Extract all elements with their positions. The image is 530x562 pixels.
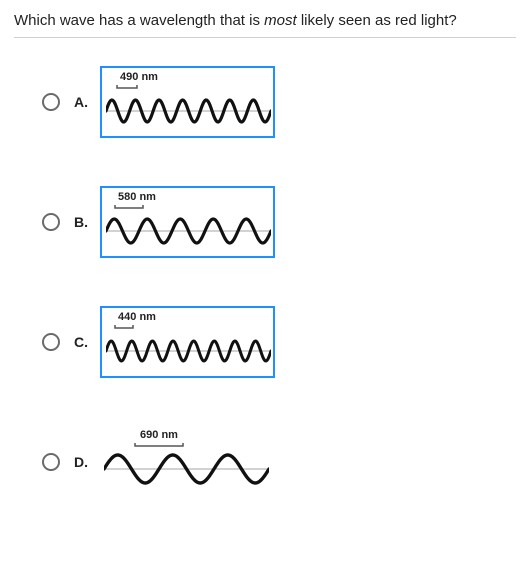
option-radio-c[interactable] [42, 333, 60, 351]
option-letter: C. [74, 334, 100, 350]
wavelength-label: 490 nm [116, 72, 162, 83]
wave-diagram [104, 451, 269, 487]
question-emphasis: most [264, 12, 297, 29]
option-row: D. 690 nm [42, 426, 516, 498]
option-radio-a[interactable] [42, 93, 60, 111]
wave-diagram [106, 93, 271, 129]
option-letter: B. [74, 214, 100, 230]
wavelength-label: 580 nm [114, 192, 160, 203]
option-letter: D. [74, 454, 100, 470]
option-row: C. 440 nm [42, 306, 516, 378]
wave-box: 690 nm [100, 426, 275, 498]
wave-diagram [106, 333, 271, 369]
option-radio-d[interactable] [42, 453, 60, 471]
wavelength-label-wrap: 580 nm [114, 192, 160, 211]
option-letter: A. [74, 94, 100, 110]
wavelength-bracket-icon [114, 205, 160, 211]
wavelength-label: 690 nm [134, 430, 184, 441]
wave-box: 490 nm [100, 66, 275, 138]
wave-box: 580 nm [100, 186, 275, 258]
options-container: A. 490 nm B. 580 nm C. 440 nm D. 690 nm [14, 66, 516, 498]
wavelength-bracket-icon [134, 443, 184, 449]
option-radio-b[interactable] [42, 213, 60, 231]
wavelength-label-wrap: 440 nm [114, 312, 160, 331]
wavelength-label: 440 nm [114, 312, 160, 323]
wavelength-bracket-icon [114, 325, 160, 331]
wavelength-label-wrap: 490 nm [116, 72, 162, 91]
option-row: A. 490 nm [42, 66, 516, 138]
question-suffix: likely seen as red light? [297, 12, 457, 29]
wavelength-label-wrap: 690 nm [134, 430, 184, 449]
wave-diagram [106, 213, 271, 249]
wave-box: 440 nm [100, 306, 275, 378]
question-text: Which wave has a wavelength that is most… [14, 12, 516, 29]
wavelength-bracket-icon [116, 85, 162, 91]
option-row: B. 580 nm [42, 186, 516, 258]
question-prefix: Which wave has a wavelength that is [14, 12, 264, 29]
divider [14, 37, 516, 38]
